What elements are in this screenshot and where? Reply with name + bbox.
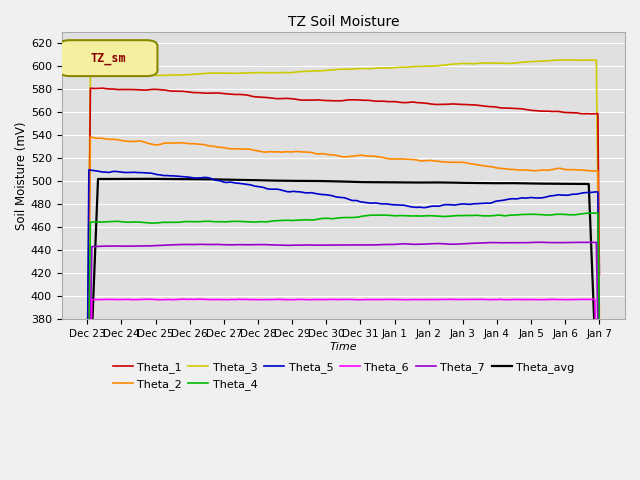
Theta_4 xyxy=(474,213,481,218)
Theta_5 xyxy=(486,200,493,206)
Theta_2 xyxy=(83,444,91,449)
Theta_1 xyxy=(492,104,500,110)
Theta_2 xyxy=(367,153,374,159)
Theta_6 xyxy=(475,297,483,302)
Theta_2 xyxy=(486,164,493,169)
Theta_1 xyxy=(475,103,483,108)
Theta_6 xyxy=(244,297,252,302)
Theta_7 xyxy=(484,240,492,246)
Y-axis label: Soil Moisture (mV): Soil Moisture (mV) xyxy=(15,121,28,229)
Text: TZ_sm: TZ_sm xyxy=(91,51,126,64)
Theta_6 xyxy=(94,297,102,302)
Line: Theta_2: Theta_2 xyxy=(87,137,600,446)
Theta_6 xyxy=(492,297,500,302)
Theta_4 xyxy=(490,213,498,218)
Theta_3 xyxy=(596,336,604,341)
Theta_5 xyxy=(85,167,93,173)
Theta_5 xyxy=(83,362,91,368)
Theta_1 xyxy=(486,104,493,109)
Theta_5 xyxy=(492,198,500,204)
Theta_6 xyxy=(486,297,493,302)
Theta_4 xyxy=(484,213,492,219)
Theta_6 xyxy=(180,296,188,302)
Line: Theta_7: Theta_7 xyxy=(87,242,600,480)
Theta_1 xyxy=(244,92,252,98)
Theta_5 xyxy=(96,168,104,174)
Theta_avg xyxy=(94,176,102,182)
Title: TZ Soil Moisture: TZ Soil Moisture xyxy=(287,15,399,29)
Line: Theta_5: Theta_5 xyxy=(87,170,600,380)
Theta_5 xyxy=(244,181,252,187)
FancyBboxPatch shape xyxy=(59,40,157,76)
Theta_2 xyxy=(96,135,104,141)
Theta_5 xyxy=(367,200,374,206)
Theta_6 xyxy=(367,297,374,302)
Line: Theta_avg: Theta_avg xyxy=(87,179,600,451)
Theta_7 xyxy=(94,243,102,249)
Theta_7 xyxy=(242,242,250,248)
Theta_5 xyxy=(475,201,483,206)
Theta_avg xyxy=(367,180,374,185)
Theta_2 xyxy=(244,146,252,152)
Theta_1 xyxy=(367,97,374,103)
Theta_avg xyxy=(244,177,252,183)
Theta_7 xyxy=(365,242,373,248)
Theta_7 xyxy=(596,411,604,417)
Theta_7 xyxy=(534,240,542,245)
Theta_4 xyxy=(242,219,250,225)
Theta_3 xyxy=(242,70,250,76)
Theta_3 xyxy=(490,60,498,66)
Theta_avg xyxy=(475,180,483,186)
Theta_avg xyxy=(492,180,500,186)
Theta_3 xyxy=(83,345,91,350)
Theta_2 xyxy=(475,162,483,168)
Theta_3 xyxy=(94,73,102,79)
Theta_2 xyxy=(492,165,500,170)
Theta_avg xyxy=(138,176,146,181)
Theta_3 xyxy=(484,60,492,66)
Theta_3 xyxy=(474,60,481,66)
Line: Theta_3: Theta_3 xyxy=(87,60,600,348)
Theta_1 xyxy=(94,85,102,91)
Line: Theta_6: Theta_6 xyxy=(87,299,600,480)
Theta_avg xyxy=(596,448,604,454)
Theta_4 xyxy=(94,219,102,225)
Theta_7 xyxy=(490,240,498,245)
Theta_5 xyxy=(596,377,604,383)
Theta_1 xyxy=(83,419,91,425)
Theta_2 xyxy=(596,314,604,320)
Theta_4 xyxy=(596,346,604,352)
Theta_4 xyxy=(594,210,602,216)
Theta_2 xyxy=(86,134,94,140)
Theta_4 xyxy=(365,212,373,218)
X-axis label: Time: Time xyxy=(330,342,357,351)
Theta_3 xyxy=(565,57,573,63)
Theta_7 xyxy=(474,240,481,246)
Theta_1 xyxy=(596,271,604,277)
Line: Theta_1: Theta_1 xyxy=(87,88,600,422)
Theta_1 xyxy=(97,85,105,91)
Theta_3 xyxy=(365,66,373,72)
Legend: Theta_1, Theta_2, Theta_3, Theta_4, Theta_5, Theta_6, Theta_7, Theta_avg: Theta_1, Theta_2, Theta_3, Theta_4, Thet… xyxy=(108,358,579,394)
Line: Theta_4: Theta_4 xyxy=(87,213,600,480)
Theta_avg xyxy=(83,445,91,451)
Theta_avg xyxy=(486,180,493,186)
